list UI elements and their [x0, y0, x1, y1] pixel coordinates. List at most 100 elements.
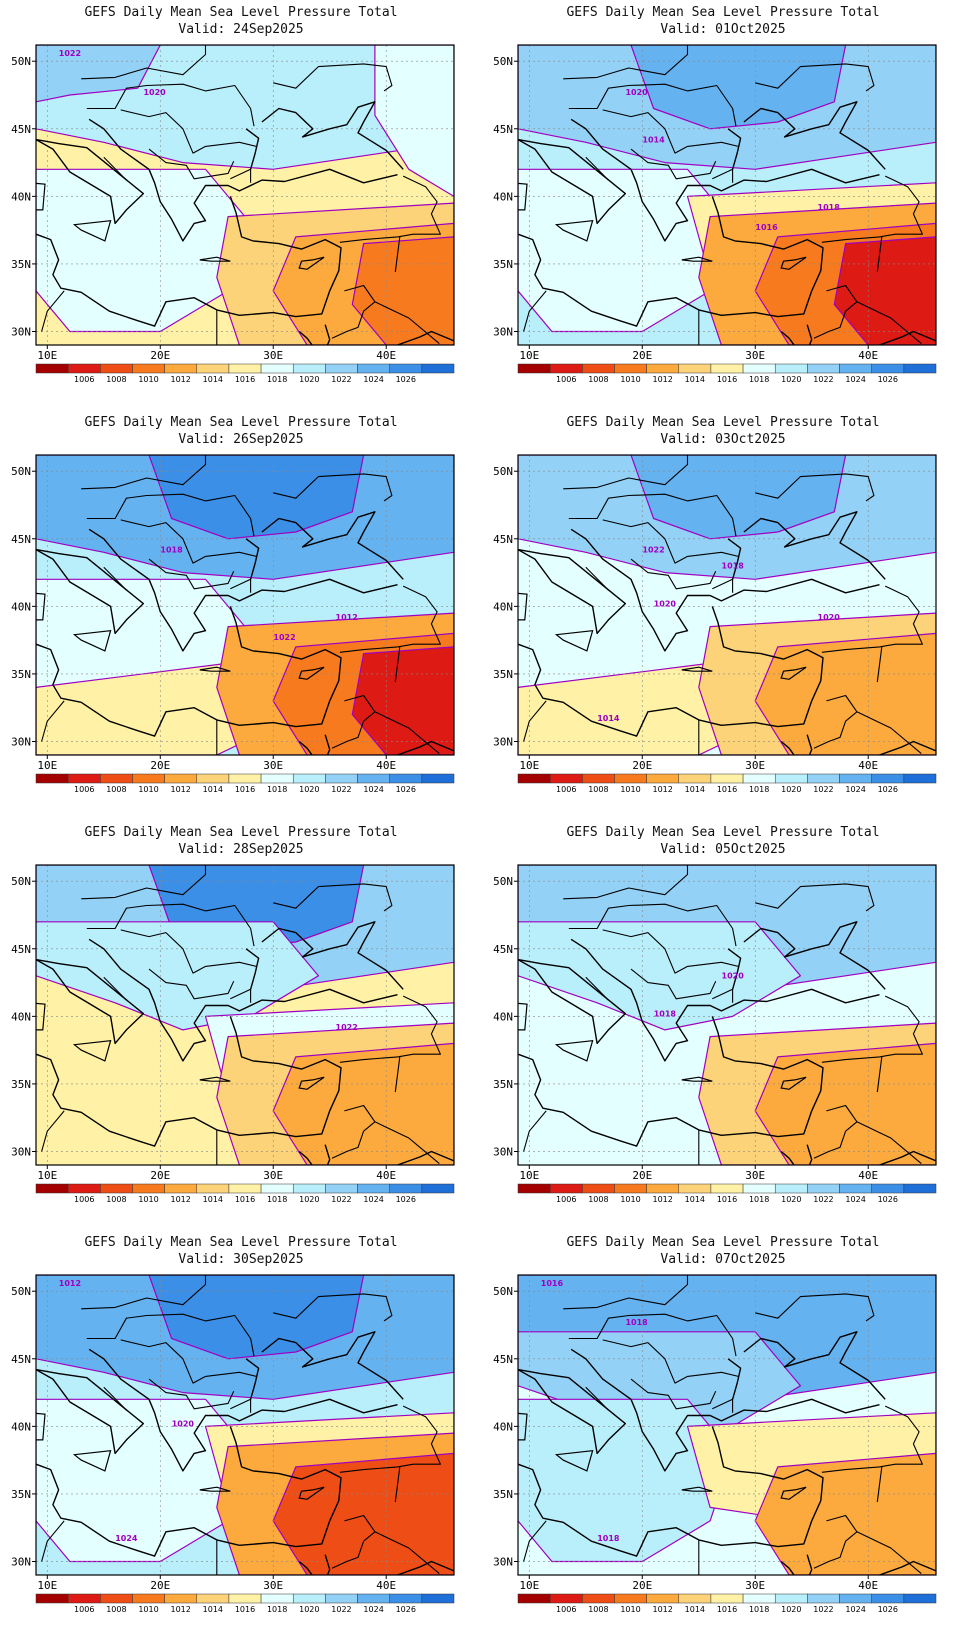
colorbar-swatch	[839, 1183, 872, 1194]
y-tick-label: 50N	[493, 1285, 513, 1298]
coastline	[245, 538, 260, 580]
panel-valid-date: Valid: 05Oct2025	[660, 842, 786, 857]
island	[681, 666, 713, 672]
country-border	[339, 1405, 441, 1473]
colorbar-label: 1010	[138, 1195, 158, 1204]
country-border	[344, 284, 440, 345]
x-tick-label: 40E	[376, 1579, 396, 1592]
country-border	[331, 301, 376, 339]
colorbar-label: 1014	[685, 1605, 705, 1614]
country-border	[813, 1531, 858, 1569]
map-svg: 1022 50N 45N 40N 35N 30N 10E 20E 30E 40E 1006 1008 1…	[11, 864, 455, 1204]
x-tick-label: 40E	[376, 349, 396, 362]
colorbar-swatch	[196, 1183, 230, 1194]
colorbar-swatch	[35, 363, 69, 374]
colorbar-swatch	[260, 773, 294, 784]
x-tick-label: 20E	[632, 759, 652, 772]
colorbar-label: 1024	[363, 785, 383, 794]
contour-label: 1018	[722, 562, 745, 571]
colorbar-label: 1026	[878, 785, 898, 794]
colorbar-label: 1008	[588, 1195, 608, 1204]
country-border	[630, 1378, 717, 1410]
island	[72, 630, 112, 652]
y-tick-label: 40N	[493, 1010, 513, 1023]
y-tick-label: 30N	[493, 1555, 513, 1568]
country-border	[273, 473, 393, 502]
country-border	[755, 883, 875, 912]
coastline	[518, 138, 627, 225]
colorbar-label: 1008	[106, 1605, 126, 1614]
y-tick-label: 45N	[493, 943, 513, 956]
y-tick-label: 40N	[11, 1010, 31, 1023]
colorbar-swatch	[549, 1593, 583, 1604]
y-tick-label: 50N	[11, 465, 31, 478]
colorbar-swatch	[678, 1183, 712, 1194]
island	[72, 1450, 112, 1472]
y-tick-label: 45N	[493, 533, 513, 546]
country-border	[712, 1398, 734, 1413]
colorbar-label: 1022	[813, 1605, 833, 1614]
country-border	[344, 1514, 440, 1575]
island	[298, 1486, 325, 1500]
coastline	[727, 948, 742, 990]
y-tick-label: 35N	[11, 258, 31, 271]
island	[780, 256, 807, 270]
colorbar-label: 1016	[235, 375, 255, 384]
panel-valid-date: Valid: 26Sep2025	[178, 432, 304, 447]
colorbar-swatch	[228, 1593, 262, 1604]
country-border	[712, 988, 734, 1003]
country-border	[523, 700, 547, 742]
x-tick-label: 30E	[263, 1169, 283, 1182]
colorbar-swatch	[100, 773, 133, 784]
pressure-region-middle-east	[272, 1452, 454, 1575]
y-tick-label: 40N	[493, 1420, 513, 1433]
y-tick-label: 40N	[493, 600, 513, 613]
colorbar-label: 1018	[267, 1605, 287, 1614]
coastline	[261, 511, 404, 580]
contour-label: 1018	[597, 1534, 620, 1543]
colorbar-swatch	[357, 773, 390, 784]
country-border	[273, 63, 393, 92]
coastline	[518, 548, 627, 635]
colorbar-swatch	[260, 1183, 294, 1194]
x-tick-label: 40E	[376, 1169, 396, 1182]
colorbar-swatch	[710, 1593, 744, 1604]
map-svg: 1020 1018 50N 45N 40N 35N 30N 10E 20E 30E 40E 1006 1…	[493, 864, 937, 1204]
colorbar-label: 1022	[331, 375, 351, 384]
island	[36, 182, 46, 211]
colorbar-swatch	[742, 363, 776, 374]
country-border	[148, 148, 235, 180]
coastline	[518, 196, 824, 327]
colorbar-label: 1022	[813, 1195, 833, 1204]
colorbar-label: 1006	[74, 375, 94, 384]
country-border	[339, 585, 441, 653]
country-border	[103, 156, 127, 181]
colorbar-label: 1018	[267, 785, 287, 794]
coastline	[36, 1426, 342, 1557]
map-svg: 1022 1020 50N 45N 40N 35N 30N 10E 20E 30E 40E 1006 1…	[11, 44, 455, 384]
y-tick-label: 50N	[493, 465, 513, 478]
y-tick-label: 40N	[11, 190, 31, 203]
colorbar-swatch	[164, 773, 198, 784]
coastline	[570, 118, 880, 242]
colorbar-label: 1006	[556, 1195, 576, 1204]
coastline	[518, 1426, 824, 1557]
country-border	[821, 585, 923, 653]
contour-label: 1020	[654, 599, 677, 608]
colorbar-swatch	[357, 1183, 390, 1194]
contour-label: 1012	[59, 1279, 81, 1288]
colorbar-swatch	[614, 363, 647, 374]
colorbar-label: 1016	[717, 1195, 737, 1204]
y-tick-label: 30N	[493, 325, 513, 338]
country-border	[826, 284, 922, 345]
colorbar-swatch	[903, 363, 937, 374]
coastline	[261, 1331, 404, 1400]
y-tick-label: 35N	[11, 1488, 31, 1501]
country-border	[876, 236, 883, 273]
colorbar-label: 1008	[106, 1195, 126, 1204]
colorbar-swatch	[132, 773, 165, 784]
colorbar-swatch	[646, 773, 680, 784]
colorbar-swatch	[517, 773, 551, 784]
country-border	[813, 301, 858, 339]
colorbar-label: 1006	[74, 785, 94, 794]
